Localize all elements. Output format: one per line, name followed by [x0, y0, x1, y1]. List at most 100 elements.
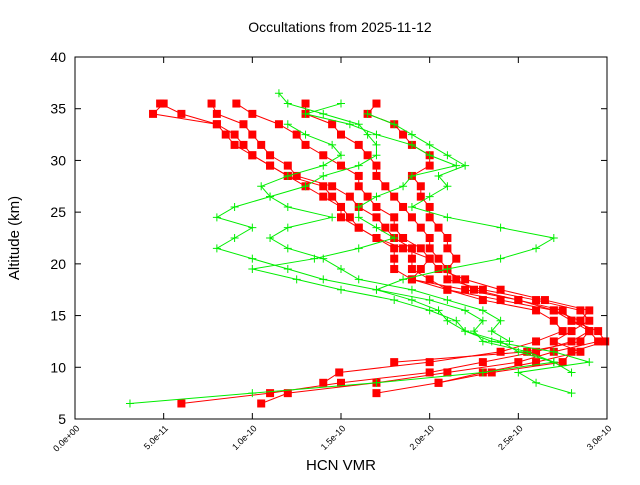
data-point	[372, 202, 381, 211]
data-point	[425, 368, 434, 377]
data-point	[266, 151, 275, 160]
series-line	[260, 123, 510, 342]
data-point	[248, 223, 257, 232]
data-point	[514, 296, 523, 305]
data-point	[407, 130, 416, 139]
data-point	[478, 316, 487, 325]
data-point	[478, 296, 487, 305]
data-point	[470, 327, 478, 336]
data-point	[248, 109, 257, 118]
data-point	[576, 306, 585, 315]
data-point	[425, 140, 434, 149]
data-point	[425, 306, 434, 315]
data-point	[319, 161, 328, 170]
data-point	[301, 140, 310, 149]
y-axis-label: Altitude (km)	[6, 196, 23, 280]
data-point	[354, 202, 363, 211]
x-axis-label: HCN VMR	[306, 457, 376, 474]
data-point	[549, 347, 558, 356]
data-point	[372, 285, 381, 294]
series-7	[248, 99, 594, 398]
data-point	[532, 296, 541, 305]
data-point	[372, 378, 381, 387]
data-point	[576, 316, 585, 325]
data-point	[399, 182, 408, 191]
series-9	[257, 120, 514, 346]
data-point	[461, 275, 470, 284]
data-point	[232, 99, 241, 108]
data-point	[372, 389, 381, 398]
data-point	[434, 223, 443, 232]
data-point	[212, 244, 221, 253]
data-point	[540, 296, 549, 305]
data-point	[532, 244, 541, 253]
data-point	[594, 327, 603, 336]
data-point	[156, 99, 165, 108]
data-point	[407, 244, 416, 253]
y-tick-label: 40	[50, 49, 66, 65]
x-tick-label: 2.0e-10	[407, 423, 436, 452]
data-point	[266, 389, 275, 398]
data-point	[372, 213, 381, 222]
series-2	[232, 99, 567, 387]
data-point	[354, 275, 363, 284]
data-point	[558, 306, 567, 315]
data-point	[354, 140, 363, 149]
data-point	[301, 130, 310, 139]
data-point	[407, 140, 416, 149]
data-point	[496, 296, 505, 305]
data-point	[177, 399, 186, 408]
data-point	[443, 275, 452, 284]
data-point	[585, 358, 594, 367]
data-point	[248, 254, 257, 263]
data-point	[407, 213, 416, 222]
data-point	[257, 399, 266, 408]
data-point	[363, 151, 372, 160]
chart-title: Occultations from 2025-11-12	[248, 19, 432, 35]
data-point	[283, 223, 292, 232]
data-point	[319, 254, 328, 263]
y-tick-label: 25	[50, 204, 66, 220]
data-point	[301, 109, 310, 118]
data-point	[372, 161, 381, 170]
data-point	[319, 109, 328, 118]
data-point	[496, 316, 505, 325]
data-point	[478, 368, 487, 377]
data-point	[212, 213, 221, 222]
data-point	[443, 296, 452, 305]
data-point	[354, 182, 363, 191]
data-point	[567, 389, 576, 398]
data-point	[335, 368, 344, 377]
data-point	[523, 347, 532, 356]
data-point	[283, 389, 292, 398]
data-point	[390, 296, 399, 305]
data-point	[514, 368, 523, 377]
data-point	[149, 109, 158, 118]
data-point	[372, 223, 381, 232]
data-point	[354, 213, 363, 222]
data-point	[452, 254, 461, 263]
data-point	[248, 151, 257, 160]
data-point	[230, 130, 239, 139]
data-point	[514, 358, 523, 367]
data-point	[372, 130, 381, 139]
data-point	[549, 337, 558, 346]
data-point	[567, 316, 576, 325]
data-point	[443, 265, 452, 274]
data-point	[487, 337, 496, 346]
data-point	[407, 265, 416, 274]
data-point	[337, 161, 345, 170]
data-point	[230, 202, 239, 211]
data-point	[549, 358, 558, 367]
data-point	[328, 140, 337, 149]
data-point	[266, 192, 275, 201]
data-point	[576, 337, 585, 346]
data-point	[345, 213, 354, 222]
data-point	[390, 358, 399, 367]
x-tick-label: 2.5e-10	[496, 423, 525, 452]
data-point	[585, 316, 594, 325]
data-point	[399, 244, 408, 253]
data-point	[558, 358, 567, 367]
data-point	[407, 296, 416, 305]
